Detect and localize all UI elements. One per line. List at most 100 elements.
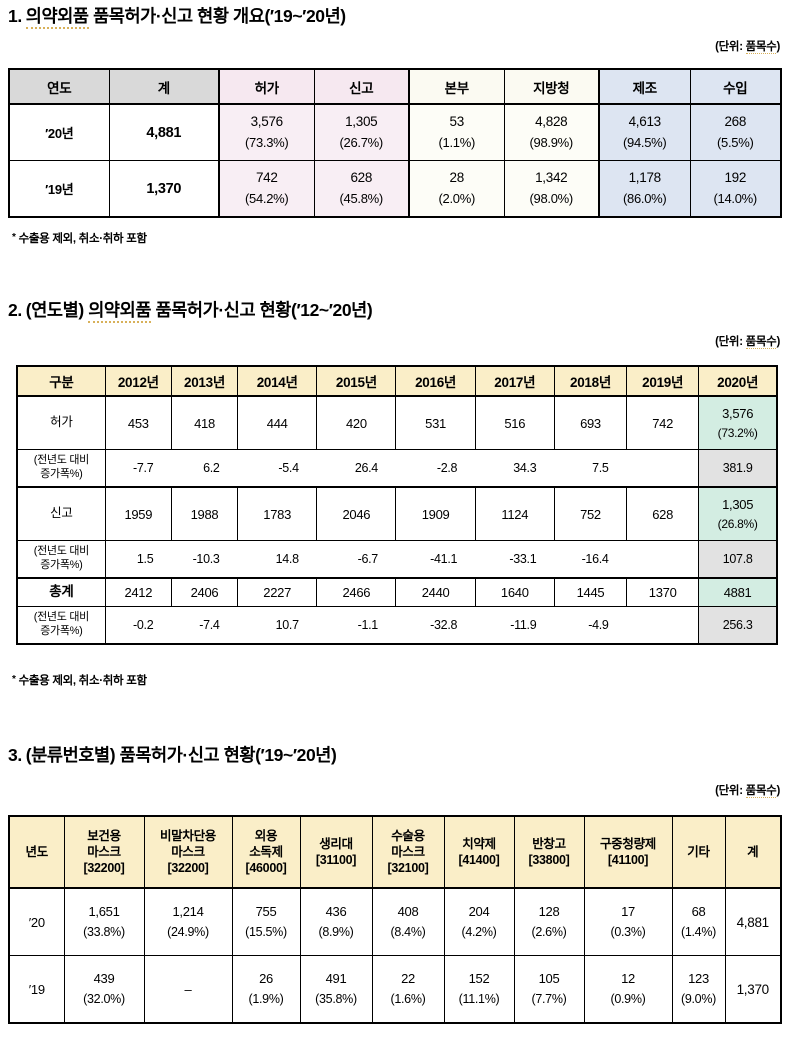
- section-1-title-rest: 품목허가·신고 현황 개요: [93, 6, 265, 26]
- t3-r1-c5-pct: (11.1%): [458, 992, 500, 1007]
- t3-r1-c1: –: [143, 955, 233, 1024]
- t3-r1-c4: 22 (1.6%): [371, 955, 445, 1024]
- table-row: (전년도 대비 증가폭%) -7.7 6.2 -5.4 26.4 -2.8 34…: [16, 449, 778, 488]
- th-manufacture: 제조: [598, 68, 691, 105]
- th-year: 년도: [8, 815, 65, 889]
- t1-r1-hq: 28 (2.0%): [408, 160, 505, 218]
- section-1-unit: (단위: 품목수): [0, 38, 788, 54]
- t3-r1-c7-value: 12: [621, 970, 635, 986]
- th-2016: 2016년: [395, 365, 476, 397]
- t2-g2-gr0: -0.2: [104, 606, 172, 645]
- t2-g1-gr-last: 107.8: [698, 540, 778, 579]
- table-row: 총계 2412 2406 2227 2466 2440 1640 1445 13…: [16, 577, 778, 607]
- t2-g0-v3: 420: [316, 395, 397, 450]
- t2-g1-gr6: -16.4: [554, 540, 627, 579]
- t2-g1-v0: 1959: [104, 486, 172, 541]
- t2-g0-gr2: -5.4: [237, 449, 317, 488]
- t1-r0-regional-value: 4,828: [535, 113, 568, 129]
- t2-g0-gr1: 6.2: [171, 449, 238, 488]
- th-year: 연도: [8, 68, 110, 105]
- unit-prefix-3: (단위:: [715, 785, 746, 797]
- t2-g1-gr5: -33.1: [475, 540, 555, 579]
- table-row: ′19 439 (32.0%) – 26 (1.9%) 491 (35.8%): [8, 955, 782, 1024]
- t2-g0-v8-pct: (73.2%): [717, 425, 758, 440]
- t1-r0-report-value: 1,305: [345, 113, 378, 129]
- t3-r0-c8: 68 (1.4%): [671, 887, 726, 956]
- t1-r1-hq-pct: (2.0%): [438, 190, 476, 206]
- t3-r0-c4-value: 408: [397, 903, 419, 919]
- unit-suffix-1: ): [776, 41, 780, 53]
- t2-g2-growth-label: (전년도 대비 증가폭%): [16, 606, 106, 645]
- th-health-mask-code: [32200]: [83, 861, 125, 875]
- th-sanitary-pad: 생리대 [31100]: [299, 815, 373, 889]
- t3-r0-c4: 408 (8.4%): [371, 887, 445, 956]
- t3-r0-c6: 128 (2.6%): [513, 887, 585, 956]
- growth-label-line2: 증가폭%): [40, 468, 83, 480]
- t1-r0-manufacture-value: 4,613: [628, 113, 662, 129]
- section-3: 3. (분류번호별) 품목허가·신고 현황(′19~′20년): [0, 745, 788, 765]
- t2-g2-gr2: 10.7: [237, 606, 317, 645]
- t1-r1-manufacture-pct: (86.0%): [623, 190, 667, 206]
- t2-g0-v8: 3,576 (73.2%): [698, 395, 778, 450]
- unit-dotted-2: 품목수: [745, 336, 777, 349]
- asterisk-icon: *: [12, 674, 16, 685]
- t2-g0-gr7: [626, 449, 699, 488]
- t1-r0-report: 1,305 (26.7%): [313, 103, 410, 161]
- t2-g2-v0: 2412: [104, 577, 172, 607]
- t2-g0-gr6: 7.5: [554, 449, 627, 488]
- growth-label-line1: (전년도 대비: [33, 611, 90, 624]
- t1-r0-import-value: 268: [724, 113, 747, 129]
- th-surgical-mask-l1: 수술용: [391, 829, 425, 843]
- t3-r1-c3-value: 491: [325, 970, 347, 986]
- growth-label-line2: 증가폭%): [40, 625, 83, 637]
- t3-r1-c5: 152 (11.1%): [443, 955, 515, 1024]
- t2-g0-v0: 453: [104, 395, 172, 450]
- t2-g0-gr0: -7.7: [104, 449, 172, 488]
- t3-r1-c7-pct: (0.9%): [610, 992, 646, 1007]
- t3-r1-c4-pct: (1.6%): [390, 992, 426, 1007]
- t2-g1-v8-pct: (26.8%): [717, 516, 758, 531]
- t3-r1-c0-pct: (32.0%): [83, 992, 125, 1007]
- section-2-title-rest: 품목허가·신고 현황: [155, 300, 292, 320]
- t2-g2-v7: 1370: [626, 577, 700, 607]
- t2-g1-v3: 2046: [316, 486, 397, 541]
- unit-suffix-3: ): [776, 785, 780, 797]
- t2-g2-v2: 2227: [237, 577, 318, 607]
- t2-g2-v5: 1640: [474, 577, 555, 607]
- unit-dotted-3: 품목수: [745, 785, 777, 798]
- section-3-unit: (단위: 품목수): [0, 782, 788, 798]
- th-2018: 2018년: [553, 365, 628, 397]
- unit-suffix-2: ): [776, 336, 780, 348]
- t1-r0-hq: 53 (1.1%): [408, 103, 505, 161]
- t3-r0-c7-pct: (0.3%): [610, 925, 646, 940]
- t1-r0-hq-value: 53: [449, 113, 465, 129]
- t1-r1-approval-pct: (54.2%): [245, 190, 289, 206]
- th-health-mask-l2: 마스크: [87, 845, 121, 859]
- category-table: 년도 보건용 마스크 [32200] 비말차단용 마스크 [32200] 외용 …: [8, 815, 782, 1024]
- section-3-title-years: (′19~′20년): [255, 745, 337, 765]
- t1-r1-regional-value: 1,342: [535, 169, 568, 185]
- t3-r0-c0-pct: (33.8%): [83, 925, 125, 940]
- t1-r0-approval: 3,576 (73.3%): [218, 103, 315, 161]
- th-health-mask: 보건용 마스크 [32200]: [63, 815, 145, 889]
- t3-r1-c8-pct: (9.0%): [680, 992, 717, 1007]
- th-2020: 2020년: [698, 365, 778, 397]
- t2-g1-v2: 1783: [237, 486, 318, 541]
- table-row-header: 연도 계 허가 신고 본부 지방청 제조 수입: [8, 68, 782, 105]
- t3-r0-c7: 17 (0.3%): [583, 887, 673, 956]
- t2-g1-gr0: 1.5: [104, 540, 172, 579]
- section-2-title-prefix: (연도별): [25, 300, 84, 320]
- t1-r1-year: ′19년: [8, 160, 110, 218]
- th-import: 수입: [689, 68, 782, 105]
- t1-r0-manufacture-pct: (94.5%): [623, 134, 667, 150]
- t1-r1-manufacture: 1,178 (86.0%): [598, 160, 691, 218]
- t2-g1-gr1: -10.3: [171, 540, 238, 579]
- t3-r1-c2-pct: (1.9%): [248, 992, 284, 1007]
- unit-note-1: (단위: 품목수): [0, 38, 788, 54]
- t2-g1-label: 신고: [16, 486, 106, 541]
- growth-label-line2: 증가폭%): [40, 559, 83, 571]
- t3-r0-c7-value: 17: [621, 903, 635, 919]
- t3-r1-c2-value: 26: [259, 970, 273, 986]
- th-mouth-freshener: 구중청량제 [41100]: [583, 815, 673, 889]
- t1-r0-hq-pct: (1.1%): [438, 134, 476, 150]
